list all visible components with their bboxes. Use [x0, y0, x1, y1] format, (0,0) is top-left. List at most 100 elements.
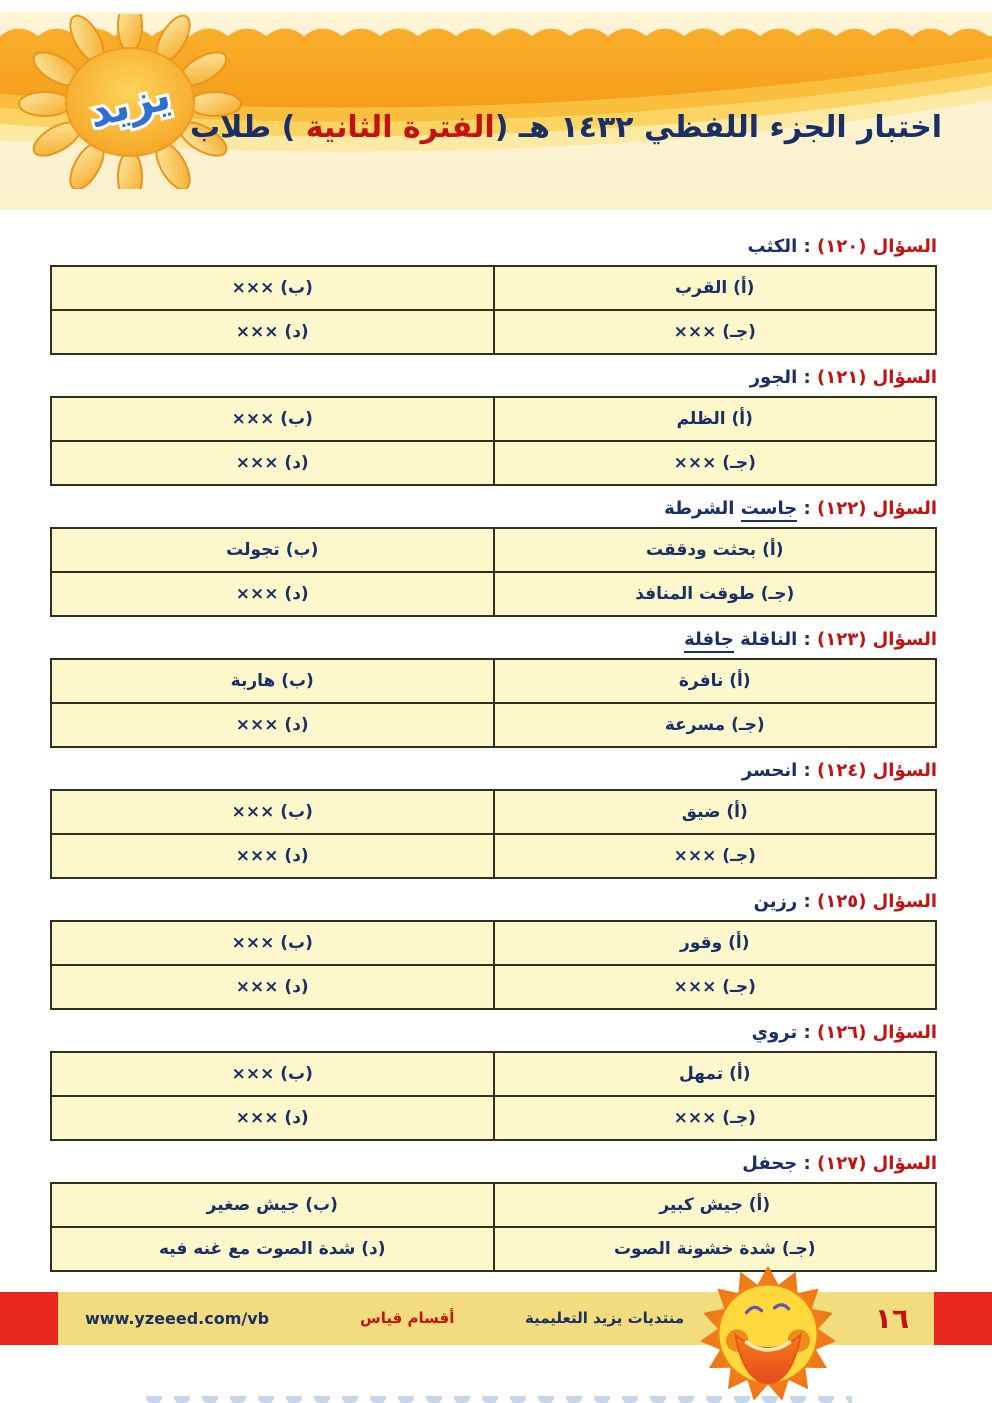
- bottom-decorative-wave: [140, 1396, 852, 1403]
- header-top-strip: [0, 0, 992, 12]
- option-cell-b: (ب) جيش صغير: [50, 1182, 495, 1228]
- table-row: (جـ) ××× (د) ×××: [50, 440, 937, 486]
- question-number: السؤال (١٢٣): [816, 629, 937, 650]
- option-cell-a: (أ) وقور: [492, 920, 937, 966]
- question-title: السؤال (١٢٣) : الناقلة جافلة: [50, 629, 937, 653]
- keyword-part: جحفل: [742, 1153, 798, 1174]
- option-cell-a: (أ) الظلم: [492, 396, 937, 442]
- keyword-part: تروي: [751, 1022, 798, 1043]
- footer-qiyas-label: أقسام قياس: [360, 1309, 455, 1327]
- option-cell-a: (أ) ضيق: [492, 789, 937, 835]
- footer-red-block-left: [0, 1292, 58, 1345]
- option-cell-b: (ب) ×××: [50, 265, 495, 311]
- page-footer: www.yzeeed.com/vb أقسام قياس منتديات يزي…: [0, 1265, 992, 1401]
- question-title: السؤال (١٢٤) : انحسر: [50, 760, 937, 782]
- table-row: (جـ) ××× (د) ×××: [50, 964, 937, 1010]
- question-block: السؤال (١٢٣) : الناقلة جافلة (أ) نافرة (…: [50, 629, 937, 748]
- question-block: السؤال (١٢٤) : انحسر (أ) ضيق (ب) ××× (جـ…: [50, 760, 937, 879]
- options-table: (أ) نافرة (ب) هاربة (جـ) مسرعة (د) ×××: [50, 658, 937, 748]
- option-cell-d: (د) شدة الصوت مع غنه فيه: [50, 1226, 495, 1272]
- yazeed-sun-logo-icon: يزيد: [18, 14, 242, 189]
- question-block: السؤال (١٢٠) : الكثب (أ) القرب (ب) ××× (…: [50, 236, 937, 355]
- option-cell-c: (جـ) ×××: [492, 309, 937, 355]
- table-row: (جـ) ××× (د) ×××: [50, 1095, 937, 1141]
- question-separator: :: [797, 891, 817, 912]
- question-separator: :: [797, 498, 817, 519]
- table-row: (أ) جيش كبير (ب) جيش صغير: [50, 1182, 937, 1228]
- table-row: (أ) بحثت ودققت (ب) تجولت: [50, 527, 937, 573]
- question-keyword: انحسر: [742, 760, 797, 781]
- question-separator: :: [797, 236, 817, 257]
- table-row: (أ) وقور (ب) ×××: [50, 920, 937, 966]
- option-cell-a: (أ) القرب: [492, 265, 937, 311]
- page-header: يزيد اختبار الجزء اللفظي ١٤٣٢ هـ (الفترة…: [0, 0, 992, 210]
- options-table: (أ) القرب (ب) ××× (جـ) ××× (د) ×××: [50, 265, 937, 355]
- page-title: اختبار الجزء اللفظي ١٤٣٢ هـ (الفترة الثا…: [190, 110, 942, 145]
- keyword-part: الجور: [749, 367, 798, 388]
- title-highlight: الفترة الثانية: [305, 110, 495, 145]
- options-table: (أ) بحثت ودققت (ب) تجولت (جـ) طوقت المنا…: [50, 527, 937, 617]
- keyword-underlined-part: جافلة: [684, 629, 734, 653]
- footer-url: www.yzeeed.com/vb: [85, 1309, 270, 1328]
- options-table: (أ) جيش كبير (ب) جيش صغير (جـ) شدة خشونة…: [50, 1182, 937, 1272]
- option-cell-b: (ب) ×××: [50, 1051, 495, 1097]
- title-prefix: اختبار الجزء اللفظي ١٤٣٢ هـ (: [494, 110, 942, 145]
- options-table: (أ) وقور (ب) ××× (جـ) ××× (د) ×××: [50, 920, 937, 1010]
- question-keyword: جاست الشرطة: [664, 498, 798, 522]
- question-separator: :: [797, 367, 817, 388]
- question-title: السؤال (١٢٦) : تروي: [50, 1022, 937, 1044]
- option-cell-d: (د) ×××: [50, 1095, 495, 1141]
- table-row: (أ) القرب (ب) ×××: [50, 265, 937, 311]
- question-block: السؤال (١٢٦) : تروي (أ) تمهل (ب) ××× (جـ…: [50, 1022, 937, 1141]
- questions-area: السؤال (١٢٠) : الكثب (أ) القرب (ب) ××× (…: [0, 212, 992, 1284]
- question-keyword: الكثب: [747, 236, 797, 257]
- option-cell-d: (د) ×××: [50, 833, 495, 879]
- question-keyword: جحفل: [742, 1153, 797, 1174]
- option-cell-c: (جـ) ×××: [492, 833, 937, 879]
- option-cell-c: (جـ) مسرعة: [492, 702, 937, 748]
- question-block: السؤال (١٢٢) : جاست الشرطة (أ) بحثت ودقق…: [50, 498, 937, 617]
- option-cell-c: (جـ) ×××: [492, 964, 937, 1010]
- question-number: السؤال (١٢٦): [816, 1022, 937, 1043]
- question-title: السؤال (١٢٥) : رزين: [50, 891, 937, 913]
- page-number: ١٦: [874, 1302, 910, 1335]
- option-cell-d: (د) ×××: [50, 440, 495, 486]
- question-title: السؤال (١٢٠) : الكثب: [50, 236, 937, 258]
- question-number: السؤال (١٢٧): [816, 1153, 937, 1174]
- table-row: (أ) تمهل (ب) ×××: [50, 1051, 937, 1097]
- footer-red-block-right: [934, 1292, 992, 1345]
- option-cell-c: (جـ) طوقت المنافذ: [492, 571, 937, 617]
- question-separator: :: [797, 1022, 817, 1043]
- sun-eye-right: [772, 1303, 791, 1311]
- option-cell-a: (أ) جيش كبير: [492, 1182, 937, 1228]
- option-cell-d: (د) ×××: [50, 702, 495, 748]
- question-separator: :: [797, 629, 817, 650]
- keyword-underlined-part: جاست: [740, 498, 798, 522]
- table-row: (جـ) مسرعة (د) ×××: [50, 702, 937, 748]
- option-cell-b: (ب) تجولت: [50, 527, 495, 573]
- footer-sun-icon: [700, 1265, 836, 1401]
- option-cell-c: (جـ) ×××: [492, 440, 937, 486]
- question-block: السؤال (١٢٧) : جحفل (أ) جيش كبير (ب) جيش…: [50, 1153, 937, 1272]
- question-title: السؤال (١٢١) : الجور: [50, 367, 937, 389]
- question-separator: :: [797, 1153, 817, 1174]
- table-row: (جـ) ××× (د) ×××: [50, 309, 937, 355]
- question-block: السؤال (١٢١) : الجور (أ) الظلم (ب) ××× (…: [50, 367, 937, 486]
- option-cell-d: (د) ×××: [50, 964, 495, 1010]
- question-number: السؤال (١٢١): [816, 367, 937, 388]
- option-cell-a: (أ) تمهل: [492, 1051, 937, 1097]
- title-suffix: ) طلاب: [189, 110, 306, 145]
- keyword-part: الشرطة: [664, 498, 741, 519]
- option-cell-d: (د) ×××: [50, 571, 495, 617]
- options-table: (أ) ضيق (ب) ××× (جـ) ××× (د) ×××: [50, 789, 937, 879]
- options-table: (أ) تمهل (ب) ××× (جـ) ××× (د) ×××: [50, 1051, 937, 1141]
- keyword-part: رزين: [753, 891, 798, 912]
- option-cell-c: (جـ) شدة خشونة الصوت: [492, 1226, 937, 1272]
- sun-eye-left: [744, 1305, 764, 1315]
- option-cell-b: (ب) ×××: [50, 396, 495, 442]
- keyword-part: الكثب: [747, 236, 798, 257]
- option-cell-c: (جـ) ×××: [492, 1095, 937, 1141]
- table-row: (أ) ضيق (ب) ×××: [50, 789, 937, 835]
- option-cell-a: (أ) نافرة: [492, 658, 937, 704]
